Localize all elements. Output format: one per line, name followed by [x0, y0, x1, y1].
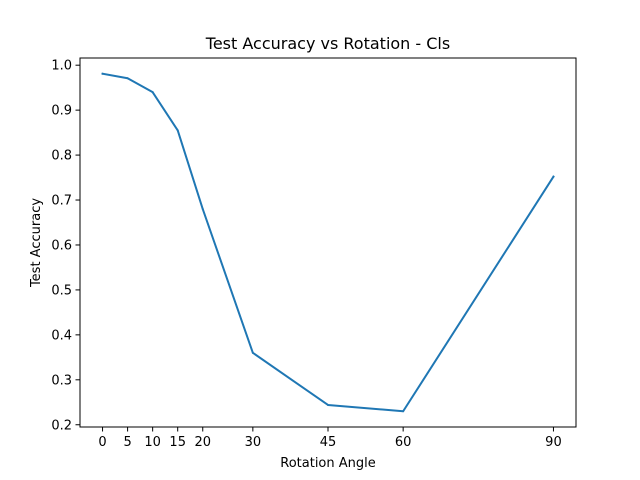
data-point — [201, 208, 204, 211]
y-axis-ticks: 0.2 0.3 0.4 0.5 0.6 0.7 0.8 0.9 1.0 — [51, 59, 80, 433]
y-tick-label: 1.0 — [51, 59, 72, 74]
y-tick-label: 0.8 — [51, 149, 72, 164]
x-tick-label: 90 — [545, 435, 562, 450]
data-point — [151, 91, 154, 94]
x-tick-label: 5 — [123, 435, 131, 450]
x-axis-ticks: 0 5 10 15 20 30 45 60 90 — [98, 427, 562, 450]
x-tick-label: 10 — [144, 435, 161, 450]
x-tick-label: 45 — [320, 435, 337, 450]
y-tick-label: 0.6 — [51, 238, 72, 253]
data-point — [126, 77, 129, 80]
data-point — [251, 351, 254, 354]
x-tick-label: 15 — [169, 435, 186, 450]
y-tick-label: 0.2 — [51, 418, 72, 433]
data-point — [327, 403, 329, 406]
y-tick-label: 0.4 — [51, 328, 72, 343]
data-point — [176, 129, 179, 132]
data-point — [402, 410, 405, 413]
x-axis-label: Rotation Angle — [280, 456, 376, 471]
x-tick-label: 60 — [395, 435, 412, 450]
y-tick-label: 0.3 — [51, 373, 72, 388]
y-axis-label: Test Accuracy — [29, 198, 44, 288]
x-tick-label: 0 — [98, 435, 106, 450]
x-tick-label: 30 — [245, 435, 262, 450]
chart-title: Test Accuracy vs Rotation - Cls — [205, 34, 450, 53]
y-tick-label: 0.5 — [51, 283, 72, 298]
x-tick-label: 20 — [194, 435, 211, 450]
data-point — [101, 72, 104, 75]
y-tick-label: 0.7 — [51, 194, 72, 209]
y-tick-label: 0.9 — [51, 104, 72, 119]
plot-area — [101, 72, 555, 413]
data-point — [552, 175, 555, 178]
